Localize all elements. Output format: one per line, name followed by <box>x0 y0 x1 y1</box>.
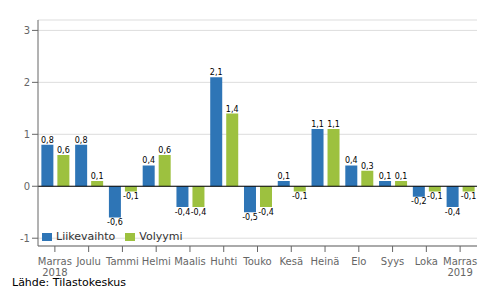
svg-text:0,8: 0,8 <box>75 136 88 145</box>
svg-text:-0,2: -0,2 <box>411 197 427 206</box>
svg-text:-1: -1 <box>20 233 30 244</box>
svg-text:Marras2019: Marras2019 <box>443 256 477 276</box>
svg-text:Loka: Loka <box>415 256 438 267</box>
svg-text:0,1: 0,1 <box>277 172 290 181</box>
svg-text:2,1: 2,1 <box>210 68 223 77</box>
html-text:Liikevaihto: Liikevaihto <box>56 230 116 243</box>
svg-text:0,4: 0,4 <box>142 156 155 165</box>
svg-text:Marras2018: Marras2018 <box>38 256 72 276</box>
svg-text:2: 2 <box>24 77 30 88</box>
svg-text:0,3: 0,3 <box>361 162 374 171</box>
svg-text:Helmi: Helmi <box>142 256 171 267</box>
svg-text:1,4: 1,4 <box>226 105 239 114</box>
svg-text:Elo: Elo <box>351 256 366 267</box>
svg-text:0,8: 0,8 <box>41 136 54 145</box>
svg-text:0,4: 0,4 <box>345 156 358 165</box>
svg-text:Heinä: Heinä <box>311 256 340 267</box>
svg-text:0,6: 0,6 <box>158 146 171 155</box>
svg-text:Huhti: Huhti <box>210 256 237 267</box>
svg-text:Kesä: Kesä <box>279 256 303 267</box>
svg-text:Syys: Syys <box>381 256 404 267</box>
svg-text:1,1: 1,1 <box>311 120 324 129</box>
svg-text:-0,1: -0,1 <box>427 192 443 201</box>
svg-text:-0,4: -0,4 <box>175 208 191 217</box>
svg-text:0,1: 0,1 <box>379 172 392 181</box>
svg-text:-0,1: -0,1 <box>461 192 477 201</box>
svg-text:Tammi: Tammi <box>105 256 139 267</box>
svg-text:-0,4: -0,4 <box>445 208 461 217</box>
svg-text:3: 3 <box>24 25 30 36</box>
svg-text:0,6: 0,6 <box>57 146 70 155</box>
svg-text:-0,1: -0,1 <box>292 192 308 201</box>
html-text:Volyymi: Volyymi <box>139 230 183 243</box>
svg-text:-0,4: -0,4 <box>191 208 207 217</box>
html-text:Lähde: Tilastokeskus: Lähde: Tilastokeskus <box>12 276 126 289</box>
svg-text:-0,5: -0,5 <box>242 213 258 222</box>
svg-text:1,1: 1,1 <box>327 120 340 129</box>
svg-text:0,1: 0,1 <box>395 172 408 181</box>
svg-text:0,1: 0,1 <box>91 172 104 181</box>
svg-text:1: 1 <box>24 129 30 140</box>
svg-text:Touko: Touko <box>242 256 271 267</box>
svg-text:Joulu: Joulu <box>75 256 101 267</box>
svg-text:-0,1: -0,1 <box>123 192 139 201</box>
svg-text:-0,4: -0,4 <box>258 208 274 217</box>
svg-text:0: 0 <box>24 181 30 192</box>
svg-text:Maalis: Maalis <box>174 256 206 267</box>
svg-text:-0,6: -0,6 <box>107 218 123 227</box>
